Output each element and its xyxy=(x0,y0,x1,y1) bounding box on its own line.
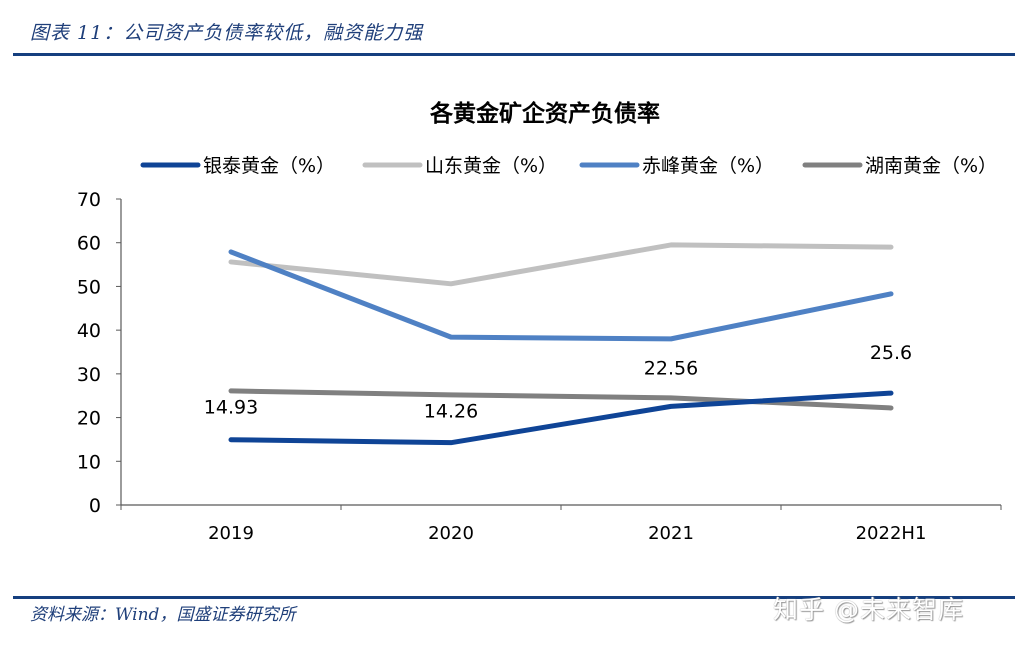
legend-label: 赤峰黄金（%） xyxy=(642,155,774,177)
series-lines xyxy=(228,242,894,446)
x-tick-label: 2020 xyxy=(428,523,474,544)
x-tick-label: 2019 xyxy=(208,523,254,544)
top-divider xyxy=(13,53,1015,56)
axes: 0 10 20 30 40 50 60 70 2019 2020 2021 2022H1 xyxy=(77,189,1002,544)
y-tick-label: 0 xyxy=(89,495,101,517)
x-tick-label: 2022H1 xyxy=(856,523,927,544)
series-line-2 xyxy=(228,249,894,342)
y-tick-label: 70 xyxy=(77,189,101,211)
source-note: 资料来源：Wind，国盛证券研究所 xyxy=(30,605,296,625)
watermark: 知乎 @未来智库 xyxy=(773,595,964,624)
legend-item-1: 山东黄金（%） xyxy=(362,155,557,177)
legend: 银泰黄金（%） 山东黄金（%） 赤峰黄金（%） 湖南黄金（%） xyxy=(140,155,997,177)
y-tick-label: 50 xyxy=(77,276,101,298)
y-tick-label: 10 xyxy=(77,451,101,473)
series-line-3 xyxy=(228,388,894,411)
x-tick-label: 2021 xyxy=(648,523,694,544)
series-line-1 xyxy=(228,242,894,287)
chart-title: 各黄金矿企资产负债率 xyxy=(429,100,660,127)
y-tick-label: 30 xyxy=(77,364,101,386)
legend-label: 湖南黄金（%） xyxy=(865,155,997,177)
legend-label: 山东黄金（%） xyxy=(425,155,557,177)
bottom-divider xyxy=(13,596,1015,599)
legend-item-2: 赤峰黄金（%） xyxy=(579,155,774,177)
legend-item-3: 湖南黄金（%） xyxy=(802,155,997,177)
figure-caption: 图表 11：公司资产负债率较低，融资能力强 xyxy=(30,22,424,44)
y-tick-label: 20 xyxy=(77,408,101,430)
series-line-0 xyxy=(228,390,894,446)
data-label: 14.26 xyxy=(424,401,478,423)
legend-item-0: 银泰黄金（%） xyxy=(140,155,335,177)
data-label: 14.93 xyxy=(204,397,258,419)
line-chart: 各黄金矿企资产负债率 银泰黄金（%） 山东黄金（%） 赤峰黄金（%） 湖南黄金（%） … xyxy=(77,100,1002,544)
y-tick-label: 60 xyxy=(77,233,101,255)
y-tick-label: 40 xyxy=(77,320,101,342)
data-label: 22.56 xyxy=(644,357,698,379)
data-labels: 14.93 14.26 22.56 25.6 xyxy=(204,342,912,423)
legend-label: 银泰黄金（%） xyxy=(203,155,335,177)
data-label: 25.6 xyxy=(870,342,912,364)
